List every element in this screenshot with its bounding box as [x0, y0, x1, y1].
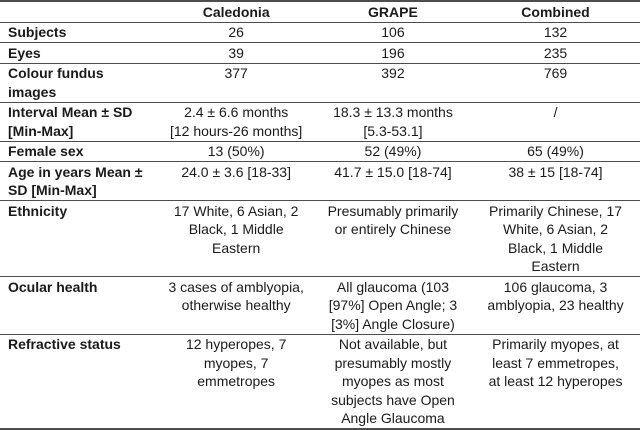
cell: 2.4 ± 6.6 months [12 hours-26 months]	[170, 104, 303, 139]
row-label: Subjects	[8, 24, 67, 40]
table-row-ethnicity: Ethnicity 17 White, 6 Asian, 2 Black, 1 …	[0, 201, 640, 277]
row-label: Ethnicity	[8, 202, 68, 219]
header-row: Caledonia GRAPE Combined	[0, 1, 640, 22]
table-row-ocular-health: Ocular health 3 cases of amblyopia, othe…	[0, 277, 640, 334]
cell: 52 (49%)	[364, 143, 422, 159]
cell: 106	[381, 24, 405, 40]
cell: 17 White, 6 Asian, 2 Black, 1 Middle Eas…	[173, 202, 299, 256]
row-label: Colour fundus images	[8, 65, 104, 100]
table-row-refractive-status: Refractive status 12 hyperopes, 7 myopes…	[0, 334, 640, 429]
row-label: Refractive status	[8, 336, 121, 352]
column-header-caledonia: Caledonia	[202, 3, 270, 20]
cell: Presumably primarily or entirely Chinese	[327, 202, 459, 238]
cell: 13 (50%)	[207, 143, 265, 159]
cell: Primarily myopes, at least 7 emmetropes,…	[488, 336, 623, 389]
table-row-interval: Interval Mean ± SD [Min-Max] 2.4 ± 6.6 m…	[0, 102, 640, 141]
row-label: Age in years Mean ± SD [Min-Max]	[8, 163, 143, 199]
cell: Not available, but presumably mostly myo…	[331, 336, 455, 426]
cell: /	[553, 104, 558, 120]
cell: 38 ± 15 [18-74]	[508, 163, 603, 180]
cell: 392	[381, 65, 405, 81]
row-label: Ocular health	[8, 278, 98, 295]
cell: 3 cases of amblyopia, otherwise healthy	[168, 278, 304, 314]
cell: 235	[543, 44, 568, 61]
row-label: Female sex	[8, 143, 84, 159]
cell: All glaucoma (103 [97%] Open Angle; 3 [3…	[328, 278, 458, 332]
cell: 65 (49%)	[527, 143, 584, 159]
table-row-colour-fundus-images: Colour fundus images 377 392 769	[0, 63, 640, 102]
cell: Primarily Chinese, 17 White, 6 Asian, 2 …	[488, 202, 623, 275]
table-row-eyes: Eyes 39 196 235	[0, 43, 640, 63]
cell: 769	[543, 65, 568, 81]
column-header-grape: GRAPE	[368, 3, 418, 20]
cell: 24.0 ± 3.6 [18-33]	[181, 163, 291, 180]
cell: 26	[228, 24, 244, 40]
row-label: Interval Mean ± SD [Min-Max]	[8, 104, 133, 139]
column-header-combined: Combined	[521, 3, 590, 20]
table-row-subjects: Subjects 26 106 132	[0, 22, 640, 43]
cell: 196	[381, 44, 405, 61]
cell: 132	[543, 24, 568, 40]
cell: 39	[228, 44, 244, 61]
cell: 377	[224, 65, 248, 81]
cell: 41.7 ± 15.0 [18-74]	[334, 163, 452, 180]
cell: 18.3 ± 13.3 months [5.3-53.1]	[333, 104, 453, 139]
table-row-female-sex: Female sex 13 (50%) 52 (49%) 65 (49%)	[0, 141, 640, 162]
table-row-age: Age in years Mean ± SD [Min-Max] 24.0 ± …	[0, 162, 640, 201]
row-label: Eyes	[8, 44, 41, 61]
column-header-empty	[0, 1, 157, 22]
cell: 106 glaucoma, 3 amblyopia, 23 healthy	[487, 278, 624, 314]
cell: 12 hyperopes, 7 myopes, 7 emmetropes	[185, 336, 287, 389]
